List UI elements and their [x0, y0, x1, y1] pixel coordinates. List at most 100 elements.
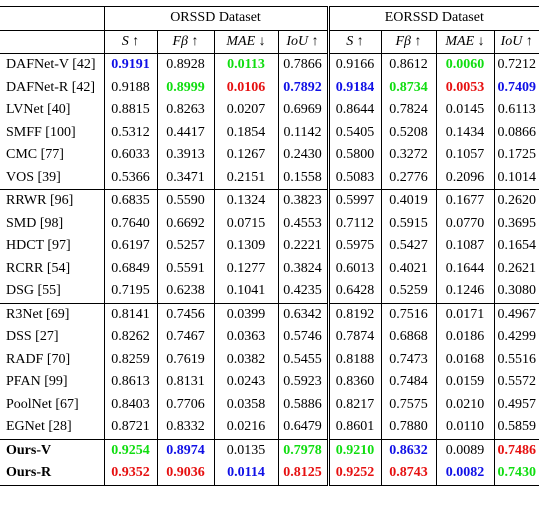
table-row: CMC [77] 0.6033 0.3913 0.1267 0.2430 0.5800 0.…	[0, 144, 539, 167]
metric-value-cell: 0.0145	[436, 99, 495, 122]
metric-value-cell: 0.7824	[381, 99, 437, 122]
metric-value-cell: 0.1057	[436, 144, 495, 167]
metric-value-cell: 0.1854	[214, 121, 279, 144]
method-name-cell: VOS [39]	[0, 166, 105, 190]
metric-value-cell: 0.6238	[157, 280, 215, 303]
method-name-cell: PoolNet [67]	[0, 393, 105, 416]
table-row: DAFNet-V [42] 0.9191 0.8928 0.0113 0.7866 0.9…	[0, 53, 539, 77]
metric-header-s-orssd: S ↑	[104, 29, 158, 54]
metric-value-cell: 0.6479	[278, 416, 330, 439]
metric-value-cell: 0.6868	[381, 326, 437, 349]
corner-cell	[0, 6, 105, 30]
dataset-header-row: ORSSD Dataset EORSSD Dataset	[0, 6, 539, 30]
table-row: RCRR [54] 0.6849 0.5591 0.1277 0.3824 0.6013 0…	[0, 257, 539, 280]
metric-value-cell: 0.7640	[104, 212, 158, 235]
metric-value-cell: 0.7195	[104, 280, 158, 303]
metric-value-cell: 0.4299	[497, 329, 537, 344]
metric-header-iou-eorssd: IoU ↑	[494, 29, 539, 54]
method-name-cell: DAFNet-V [42]	[0, 53, 105, 77]
metric-value-cell: 0.7212	[494, 53, 539, 77]
method-name-cell: DSS [27]	[0, 326, 105, 349]
metric-header-f-eorssd: Fβ ↑	[381, 29, 437, 54]
metric-value-cell: 0.8262	[104, 326, 158, 349]
metric-value-cell: 0.8192	[328, 302, 382, 326]
metric-value-cell: 0.9191	[104, 53, 158, 77]
metric-value-cell: 0.4021	[381, 257, 437, 280]
metric-value-cell: 0.1246	[436, 280, 495, 303]
table-row: VOS [39] 0.5366 0.3471 0.2151 0.1558 0.5083 0.…	[0, 166, 539, 190]
metric-value-cell: 0.9184	[328, 76, 382, 99]
table-row: DSS [27] 0.8262 0.7467 0.0363 0.5746 0.7874 0.…	[0, 326, 539, 349]
metric-value-cell: 0.0243	[214, 371, 279, 394]
metric-value-cell: 0.7112	[328, 212, 382, 235]
metric-value-cell: 0.0399	[214, 302, 279, 326]
metric-value-cell: 0.7484	[381, 371, 437, 394]
metric-value-cell: 0.8999	[157, 76, 215, 99]
metric-value-cell: 0.0106	[214, 76, 279, 99]
metric-value-cell: 0.2620	[494, 189, 539, 213]
metric-value-cell: 0.0382	[214, 348, 279, 371]
metric-value-cell: 0.5083	[328, 166, 382, 190]
method-name-cell: RRWR [96]	[0, 189, 105, 213]
metric-value-cell: 0.7978	[278, 438, 330, 462]
metric-value-cell: 0.9166	[328, 53, 382, 77]
metric-value-cell: 0.0159	[436, 371, 495, 394]
method-name-cell: LVNet [40]	[0, 99, 105, 122]
metric-value-cell: 0.5886	[278, 393, 330, 416]
metric-value-cell: 0.7473	[381, 348, 437, 371]
table-row: RRWR [96] 0.6835 0.5590 0.1324 0.3823 0.5997 0…	[0, 189, 539, 213]
metric-value-cell: 0.1558	[278, 166, 330, 190]
metric-value-cell: 0.7456	[157, 302, 215, 326]
metric-value-cell: 0.7575	[381, 393, 437, 416]
table-row: LVNet [40] 0.8815 0.8263 0.0207 0.6969 0.8644…	[0, 99, 539, 122]
metric-value-cell: 0.5516	[497, 351, 537, 367]
table-row: EGNet [28] 0.8721 0.8332 0.0216 0.6479 0.8601…	[0, 416, 539, 439]
method-name-cell: RADF [70]	[0, 348, 105, 371]
metric-value-cell: 0.5591	[157, 257, 215, 280]
metric-value-cell: 0.9188	[104, 76, 158, 99]
metric-value-cell: 0.8721	[104, 416, 158, 439]
metric-value-cell: 0.5746	[278, 326, 330, 349]
table-row: PoolNet [67] 0.8403 0.7706 0.0358 0.5886 0.82…	[0, 393, 539, 416]
metric-value-cell: 0.1142	[278, 121, 330, 144]
metric-value-cell: 0.7430	[494, 462, 539, 486]
metric-value-cell: 0.6692	[157, 212, 215, 235]
table-row: Ours-R 0.9352 0.9036 0.0114 0.8125 0.9252 0.87…	[0, 462, 539, 486]
metric-value-cell: 0.2430	[278, 144, 330, 167]
metric-value-cell: 0.1277	[214, 257, 279, 280]
metric-value-cell: 0.5572	[497, 374, 537, 389]
metric-value-cell: 0.5366	[104, 166, 158, 190]
method-name-cell: R3Net [69]	[0, 302, 105, 326]
table-body: DAFNet-V [42] 0.9191 0.8928 0.0113 0.7866 0.9…	[0, 53, 539, 486]
method-name-cell: SMFF [100]	[0, 121, 105, 144]
metric-value-cell: 0.8974	[157, 438, 215, 462]
metric-value-cell: 0.8613	[104, 371, 158, 394]
metric-value-cell: 0.2096	[436, 166, 495, 190]
metric-value-cell: 0.1654	[497, 238, 537, 253]
corner-cell-metric	[0, 29, 105, 54]
metric-value-cell: 0.4019	[381, 189, 437, 213]
metric-value-cell: 0.7486	[494, 438, 539, 462]
metric-value-cell: 0.4417	[157, 121, 215, 144]
metric-value-cell: 0.7866	[278, 53, 330, 77]
metric-value-cell: 0.1267	[214, 144, 279, 167]
metric-value-cell: 0.5997	[328, 189, 382, 213]
metric-value-cell: 0.8259	[104, 348, 158, 371]
metric-value-cell: 0.2776	[381, 166, 437, 190]
metric-value-cell: 0.0770	[436, 212, 495, 235]
metric-value-cell: 0.8403	[104, 393, 158, 416]
metric-value-cell: 0.6835	[104, 189, 158, 213]
metric-value-cell: 0.0358	[214, 393, 279, 416]
metric-value-cell: 0.6428	[328, 280, 382, 303]
eorssd-dataset-header: EORSSD Dataset	[328, 6, 539, 30]
metric-value-cell: 0.5915	[381, 212, 437, 235]
metric-value-cell: 0.5259	[381, 280, 437, 303]
metric-value-cell: 0.4553	[278, 212, 330, 235]
method-name-cell: DAFNet-R [42]	[0, 76, 105, 99]
metric-value-cell: 0.8217	[328, 393, 382, 416]
method-name-cell: SMD [98]	[0, 212, 105, 235]
metric-value-cell: 0.0186	[436, 326, 495, 349]
metric-value-cell: 0.7619	[157, 348, 215, 371]
metric-value-cell: 0.0060	[436, 53, 495, 77]
